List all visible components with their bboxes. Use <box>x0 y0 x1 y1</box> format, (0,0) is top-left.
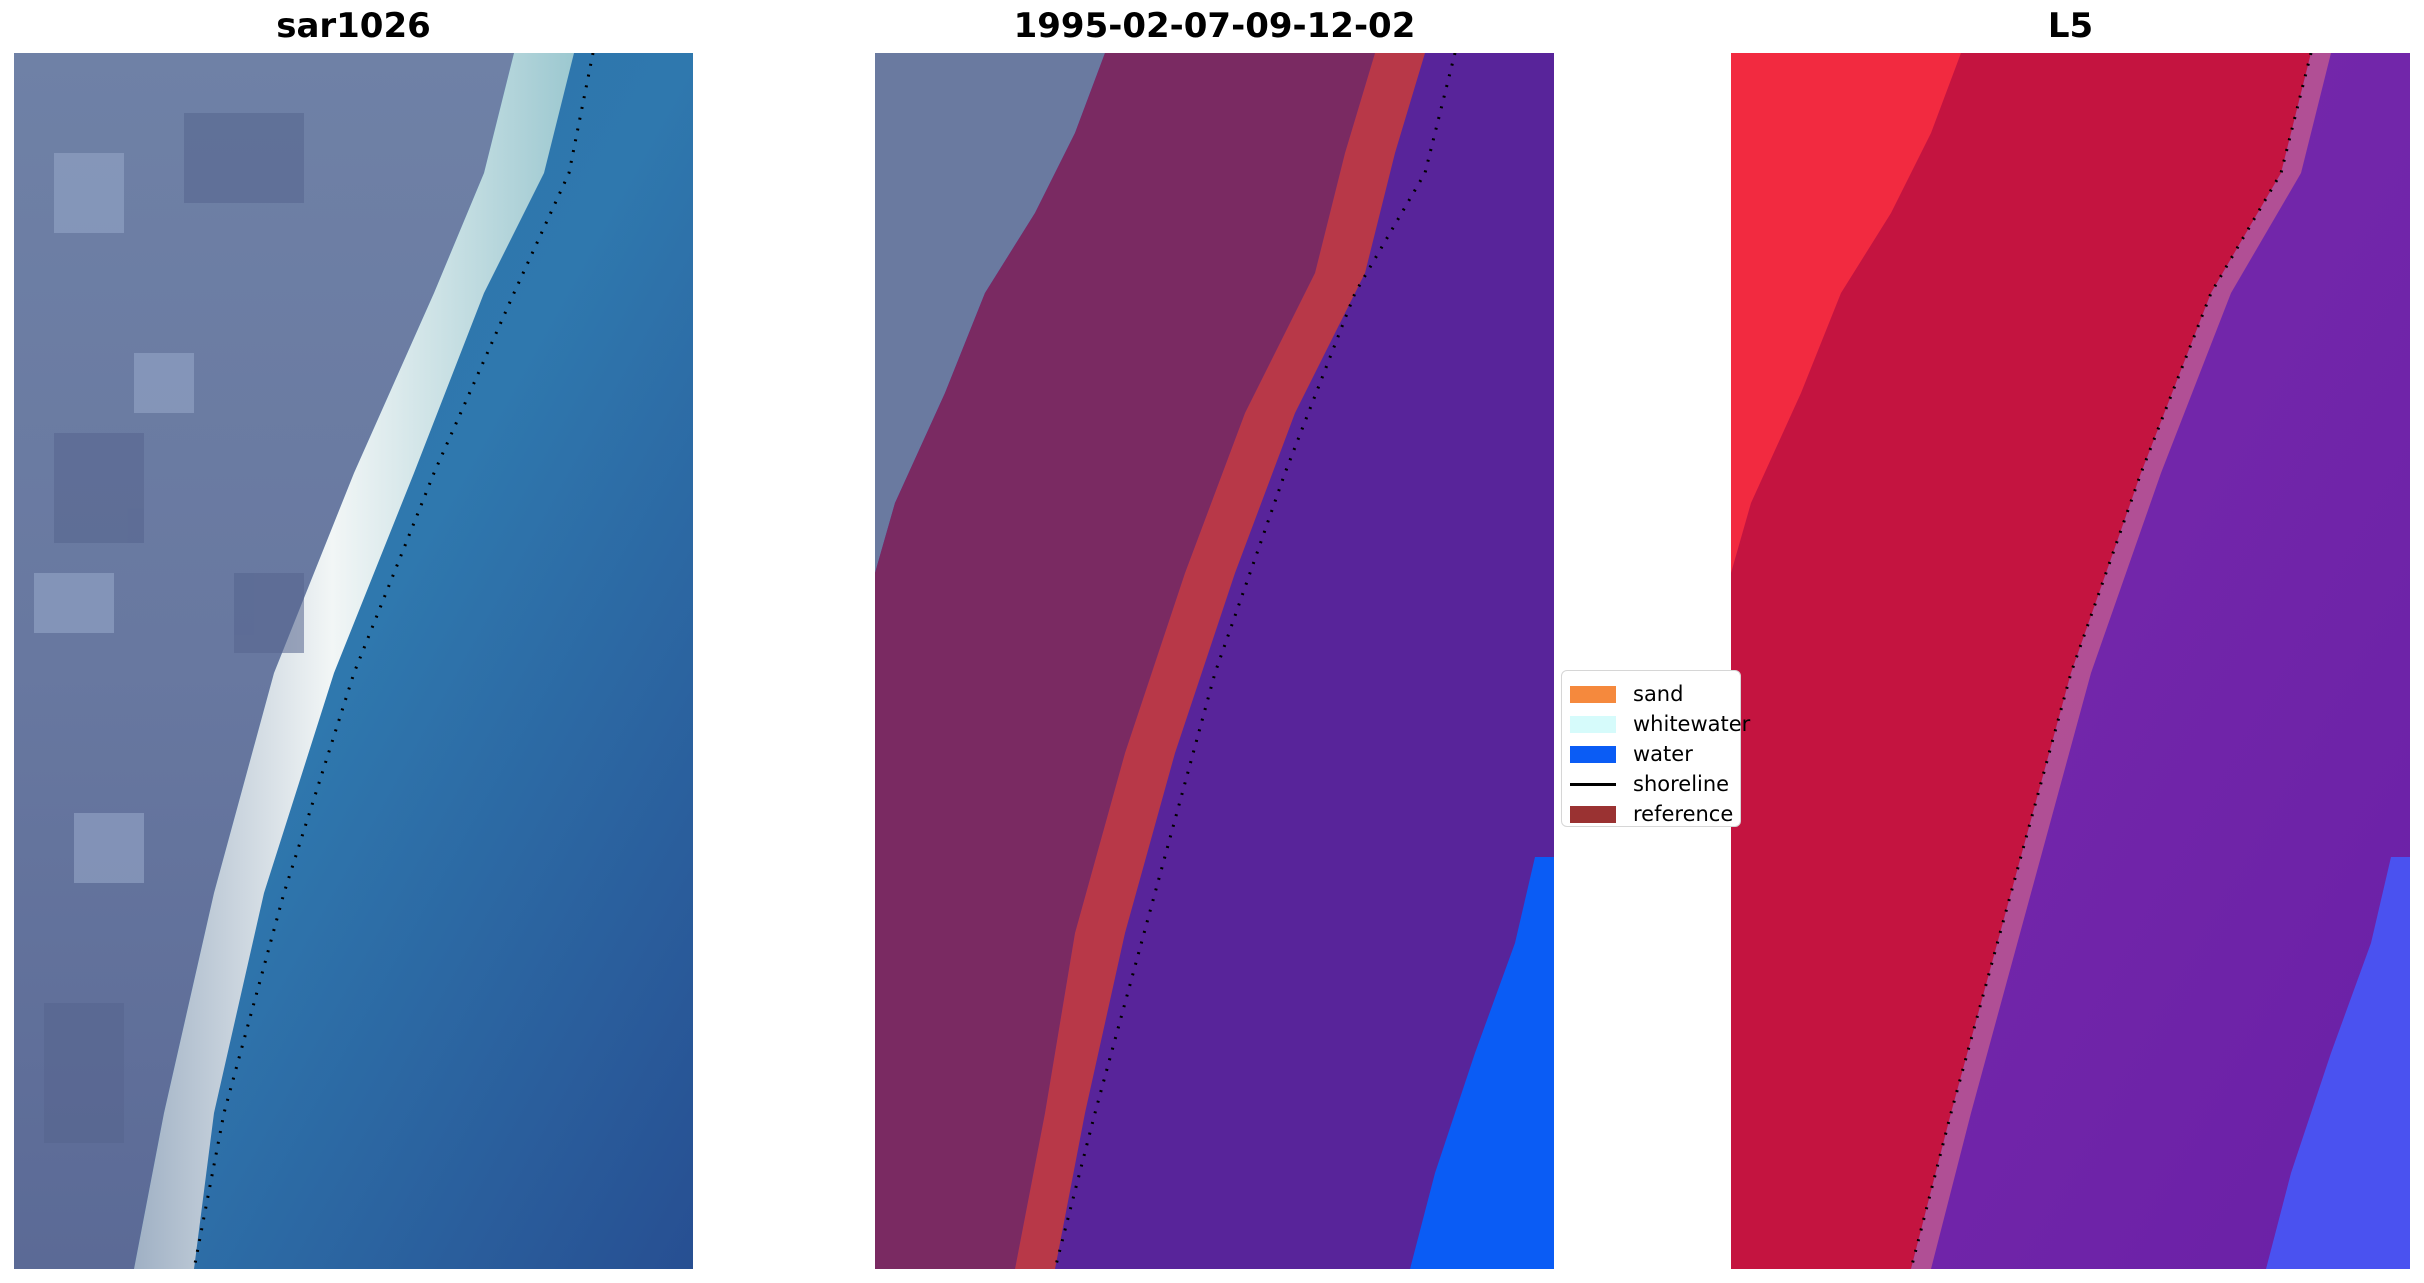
probability-image <box>1731 53 2410 1269</box>
panel-title-sar1026: sar1026 <box>276 6 431 46</box>
legend-label: reference <box>1633 802 1734 826</box>
probability-panel <box>1731 53 2410 1269</box>
classification-image <box>875 53 1554 1269</box>
legend-swatch <box>1570 715 1616 733</box>
panel-title-date: 1995-02-07-09-12-02 <box>1013 6 1416 46</box>
panel-title-l5: L5 <box>2047 6 2094 46</box>
shoreline <box>1909 53 2313 1269</box>
legend-label: shoreline <box>1633 772 1730 796</box>
classification-panel <box>875 53 1554 1269</box>
shoreline <box>1053 53 1457 1269</box>
legend-item-sand: sand <box>1570 681 1683 707</box>
legend-label: whitewater <box>1633 712 1751 736</box>
legend-item-shoreline: shoreline <box>1570 771 1729 797</box>
legend-item-water: water <box>1570 741 1693 767</box>
rgb-image <box>14 53 693 1269</box>
legend-item-reference: reference <box>1570 801 1733 827</box>
legend-swatch <box>1570 805 1616 823</box>
legend: sand whitewater water shoreline referenc… <box>1561 670 1750 827</box>
legend-swatch <box>1570 685 1616 703</box>
rgb-image-panel <box>14 53 693 1269</box>
legend-item-whitewater: whitewater <box>1570 711 1750 737</box>
shoreline <box>192 53 595 1269</box>
legend-line-swatch <box>1570 782 1616 786</box>
legend-swatch <box>1570 745 1616 763</box>
legend-label: water <box>1633 742 1693 766</box>
legend-label: sand <box>1633 682 1684 706</box>
